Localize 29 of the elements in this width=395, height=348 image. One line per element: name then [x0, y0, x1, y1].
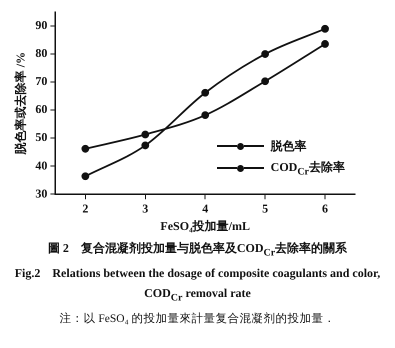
point: [321, 24, 329, 33]
caption: Fig.2 Relations between the dosage of composite coagulants and color, COD$_{Cr}$ removal rate: [14, 265, 382, 306]
legend-label: COD$_{Cr}$去除率: [270, 158, 345, 178]
point: [141, 130, 150, 138]
legend-label: 脱色率: [270, 138, 307, 154]
x-tick-label: 6: [322, 201, 328, 216]
y-tick-label: 40: [35, 158, 48, 172]
point: [81, 144, 90, 153]
y-tick-label: 80: [35, 46, 48, 60]
x-axis-title: FeSO₄投加量/mL: [160, 218, 250, 233]
y-tick-label: 30: [35, 186, 48, 200]
caption: 圖 2 复合混凝剂投加量与脱色率及COD$_{Cr}$去除率的關系: [46, 240, 348, 260]
y-tick-label: 60: [35, 102, 48, 116]
point: [141, 142, 150, 150]
point: [201, 88, 210, 97]
y-axis-title: 脱色率或去除率 /%: [13, 52, 28, 156]
x-tick-label: 2: [82, 201, 88, 216]
point: [81, 172, 90, 180]
point: [321, 40, 329, 48]
y-tick-label: 90: [35, 18, 48, 32]
x-tick-label: 4: [202, 201, 208, 216]
point: [261, 77, 270, 86]
x-tick-label: 5: [262, 201, 268, 216]
y-tick-label: 50: [35, 130, 48, 144]
text: 注：以 FeSO₄ 的投加量來計量复合混凝剂的投加量．: [58, 311, 336, 327]
x-tick-label: 3: [142, 201, 148, 216]
y-tick-label: 70: [35, 74, 48, 88]
point: [201, 111, 210, 120]
point: [261, 50, 270, 58]
